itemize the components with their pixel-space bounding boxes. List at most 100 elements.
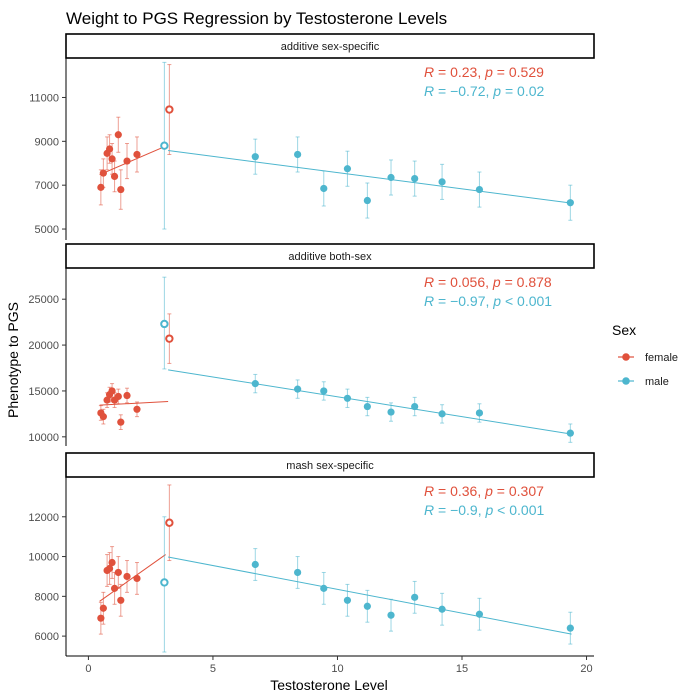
annotation-part: R — [424, 274, 434, 290]
annotation-part: = 0.529 — [493, 64, 544, 80]
data-point — [133, 574, 141, 583]
open-data-point — [165, 105, 174, 114]
data-point — [251, 560, 259, 569]
data-point — [133, 405, 141, 413]
data-point — [411, 402, 419, 411]
data-point — [117, 185, 125, 194]
annotation-part: R — [424, 293, 434, 309]
facet-panel: mash sex-specific 6000 8000 10000 12000 R = 0… — [28, 452, 595, 656]
data-point — [566, 624, 574, 632]
data-point — [294, 385, 302, 393]
data-point — [114, 568, 122, 577]
facet-panel: additive sex-specific 5000 7000 9000 11000 R … — [29, 33, 595, 240]
data-point — [320, 184, 328, 193]
annotation-part: R — [424, 502, 434, 518]
x-tick-label: 10 — [331, 663, 343, 675]
data-point — [438, 605, 446, 613]
annotation-part: R — [424, 483, 434, 499]
x-tick-label: 20 — [580, 663, 592, 675]
legend-title: Sex — [612, 322, 636, 338]
y-tick-label: 10000 — [28, 552, 59, 564]
data-point — [343, 165, 352, 173]
x-axis-label: Testosterone Level — [270, 677, 388, 693]
data-point — [108, 558, 116, 567]
data-point — [114, 392, 122, 401]
data-point — [343, 596, 352, 604]
annotation-part: = 0.878 — [501, 274, 552, 290]
annotation-part: p — [492, 83, 501, 99]
annotation-part: < 0.001 — [493, 502, 544, 518]
data-point — [294, 568, 302, 577]
y-tick-label: 9000 — [35, 136, 59, 148]
regression-line — [99, 554, 166, 602]
data-point — [363, 402, 371, 411]
x-axis: 0 5 10 15 20 — [66, 655, 594, 675]
legend-label: male — [645, 376, 669, 388]
data-point — [117, 596, 125, 604]
annotation-part: = −0.9, — [434, 502, 485, 518]
data-point — [117, 418, 125, 426]
y-tick-label: 25000 — [28, 294, 59, 306]
annotation-part: = 0.23, — [434, 64, 485, 80]
data-point — [411, 593, 419, 601]
annotation-part: = 0.056, — [434, 274, 493, 290]
annotation-part: R — [424, 64, 434, 80]
data-point — [97, 183, 105, 191]
data-point — [475, 610, 484, 618]
annotation-part: < 0.001 — [501, 293, 552, 309]
annotation-part: R — [424, 83, 434, 99]
data-point — [475, 185, 484, 194]
data-point — [251, 380, 259, 388]
data-point — [99, 604, 107, 612]
data-point — [105, 145, 114, 153]
facet-strip-label: mash sex-specific — [286, 460, 374, 472]
facet-strip-label: additive sex-specific — [281, 41, 380, 53]
y-tick-label: 12000 — [28, 512, 59, 524]
data-point — [320, 584, 328, 592]
correlation-annotation: R = −0.9, p < 0.001 — [424, 502, 545, 518]
y-tick-label: 7000 — [35, 180, 59, 192]
data-point — [566, 429, 574, 437]
data-point — [343, 394, 352, 402]
y-tick-label: 10000 — [28, 432, 59, 444]
regression-line — [99, 145, 166, 176]
x-tick-label: 15 — [456, 663, 468, 675]
y-tick-label: 15000 — [28, 386, 59, 398]
data-point — [363, 602, 371, 610]
data-point — [294, 150, 302, 159]
regression-line — [168, 369, 572, 435]
data-point — [110, 584, 119, 592]
correlation-annotation: R = 0.36, p = 0.307 — [424, 483, 544, 499]
open-data-point — [165, 518, 174, 527]
x-tick-label: 0 — [85, 663, 91, 675]
data-point — [320, 387, 328, 395]
open-data-point — [165, 334, 174, 343]
legend-key-point — [622, 377, 630, 385]
open-data-point — [160, 578, 169, 587]
regression-line — [99, 401, 169, 406]
y-tick-label: 11000 — [29, 92, 59, 104]
y-tick-label: 6000 — [35, 631, 59, 643]
data-point — [475, 409, 484, 417]
data-point — [123, 157, 131, 165]
correlation-annotation: R = −0.72, p = 0.02 — [424, 83, 545, 99]
data-point — [363, 196, 371, 205]
open-data-point — [160, 141, 169, 150]
data-point — [99, 169, 107, 177]
regression-line — [168, 556, 572, 635]
data-point — [387, 408, 395, 416]
annotation-part: p — [485, 502, 494, 518]
regression-line — [168, 150, 572, 204]
data-point — [105, 564, 114, 573]
legend-label: female — [645, 352, 678, 364]
facet-strip — [65, 33, 595, 59]
annotation-part: p — [484, 483, 493, 499]
data-point — [123, 572, 131, 581]
data-point — [99, 413, 107, 421]
facet-strip — [65, 452, 595, 478]
data-point — [438, 178, 446, 186]
annotation-part: = 0.36, — [434, 483, 485, 499]
data-point — [133, 150, 141, 159]
data-point — [566, 199, 574, 207]
